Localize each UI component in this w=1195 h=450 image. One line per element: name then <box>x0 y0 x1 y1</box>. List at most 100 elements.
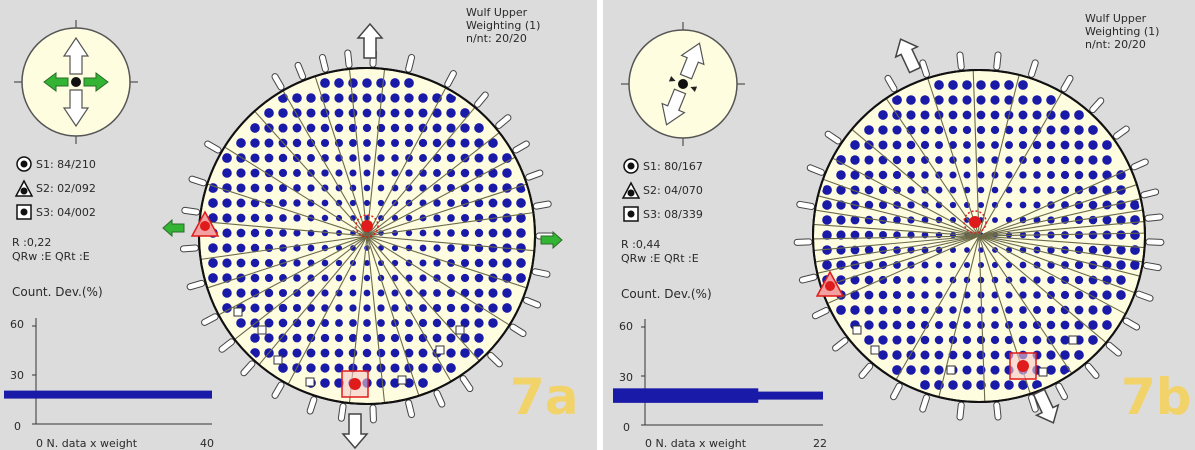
density-dot <box>949 201 957 209</box>
x-max-label: 22 <box>813 437 827 450</box>
density-dot <box>1088 305 1098 315</box>
density-dot <box>907 291 915 299</box>
density-dot <box>460 348 470 358</box>
fault-tick <box>525 169 544 181</box>
density-dot <box>1019 186 1027 194</box>
density-dot <box>307 184 315 192</box>
density-dot <box>1116 245 1126 255</box>
density-dot <box>1005 201 1013 209</box>
density-dot <box>474 333 484 343</box>
density-dot <box>293 229 301 237</box>
density-dot <box>236 183 246 193</box>
density-dot <box>278 108 288 118</box>
density-dot <box>1060 320 1070 330</box>
density-dot <box>822 245 832 255</box>
density-dot <box>474 228 484 238</box>
density-dot <box>377 289 385 297</box>
density-dot <box>405 319 413 327</box>
density-dot <box>1047 291 1055 299</box>
density-dot <box>949 321 957 329</box>
density-dot <box>907 201 915 209</box>
density-dot <box>1088 200 1098 210</box>
density-dot <box>948 350 958 360</box>
density-dot <box>1018 125 1028 135</box>
fault-tick <box>993 401 1002 421</box>
density-dot <box>307 274 315 282</box>
density-dot <box>432 303 442 313</box>
ratio-label: R :0,22 <box>12 236 52 249</box>
fault-tick <box>179 244 199 253</box>
density-dot <box>447 274 455 282</box>
density-dot <box>460 243 470 253</box>
fault-tick <box>474 91 489 108</box>
fault-tick <box>531 268 551 278</box>
density-dot <box>376 378 386 388</box>
fault-tick <box>433 389 446 408</box>
density-dot <box>822 215 832 225</box>
fault-tick <box>1140 188 1160 199</box>
density-dot <box>334 348 344 358</box>
density-dot <box>488 243 498 253</box>
density-dot <box>349 274 357 282</box>
density-dot <box>208 273 218 283</box>
density-dot <box>963 156 971 164</box>
density-dot <box>335 259 343 267</box>
density-dot <box>950 232 956 238</box>
density-dot <box>991 321 999 329</box>
density-dot <box>934 320 944 330</box>
density-dot <box>991 291 999 299</box>
density-dot <box>935 186 943 194</box>
density-dot <box>963 171 971 179</box>
density-dot <box>321 169 329 177</box>
density-dot <box>1088 185 1098 195</box>
density-dot <box>391 244 399 252</box>
density-dot <box>1004 95 1014 105</box>
density-dot <box>362 348 372 358</box>
s1-marker <box>969 216 981 228</box>
density-dot <box>976 380 986 390</box>
header-line-2: Weighting (1) <box>1085 25 1160 38</box>
density-dot <box>390 78 400 88</box>
density-dot <box>320 363 330 373</box>
density-dot <box>446 138 456 148</box>
density-dot <box>250 333 260 343</box>
density-dot <box>990 350 1000 360</box>
density-dot <box>390 93 400 103</box>
density-dot <box>377 154 385 162</box>
density-dot <box>350 245 356 251</box>
density-dot <box>222 213 232 223</box>
density-dot <box>1102 290 1112 300</box>
density-dot <box>446 288 456 298</box>
fault-tick <box>956 401 965 421</box>
density-dot <box>433 259 441 267</box>
density-dot <box>264 243 274 253</box>
density-dot <box>460 303 470 313</box>
fault-tick <box>201 313 219 326</box>
density-dot <box>222 168 232 178</box>
density-dot <box>1046 365 1056 375</box>
density-dot <box>1019 291 1027 299</box>
density-dot <box>1074 350 1084 360</box>
density-dot <box>1005 261 1013 269</box>
density-dot <box>292 138 302 148</box>
density-dot <box>335 169 343 177</box>
density-dot <box>1046 320 1056 330</box>
density-dot <box>419 304 427 312</box>
density-dot <box>1130 215 1140 225</box>
density-dot <box>907 186 915 194</box>
fault-tick <box>369 404 377 424</box>
density-dot <box>990 80 1000 90</box>
density-dot <box>864 290 874 300</box>
density-dot <box>250 213 260 223</box>
density-dot <box>363 169 371 177</box>
density-dot <box>377 319 385 327</box>
fault-tick <box>1060 74 1074 93</box>
density-dot <box>1033 306 1041 314</box>
density-dot <box>363 199 371 207</box>
density-dot <box>991 306 999 314</box>
density-dot <box>264 183 274 193</box>
density-dot <box>892 155 902 165</box>
density-dot <box>850 170 860 180</box>
mini-arrow-up <box>679 42 705 80</box>
fault-tick <box>1122 317 1141 331</box>
